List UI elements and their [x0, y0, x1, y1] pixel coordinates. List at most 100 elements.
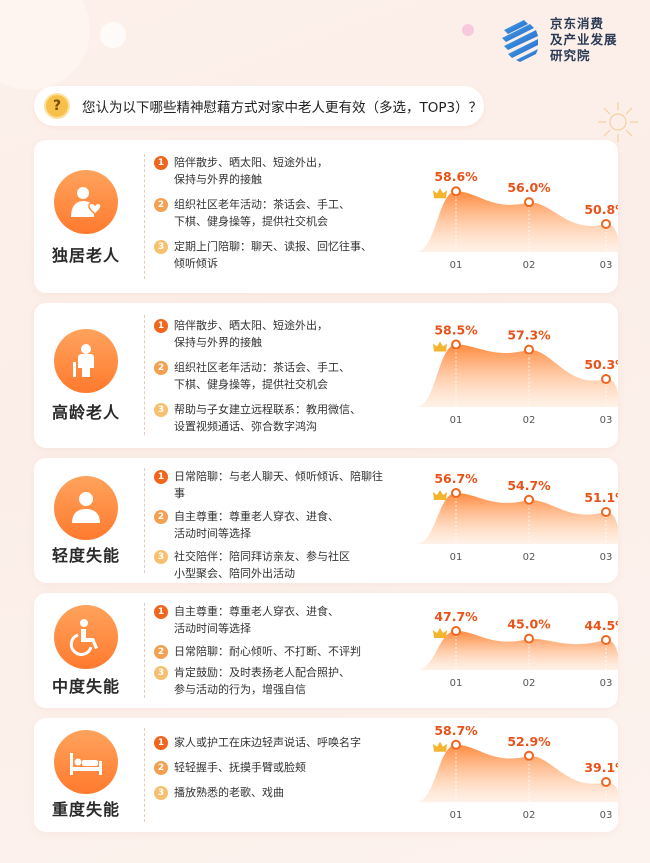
- item-text: 社交陪伴：陪同拜访亲友、参与社区 小型聚会、陪同外出活动: [174, 550, 350, 580]
- data-point: [601, 507, 611, 517]
- crown-icon: [433, 741, 447, 752]
- avatar: [54, 329, 118, 393]
- item-text: 组织社区老年活动：茶话会、手工、 下棋、健身操等，提供社交机会: [174, 361, 350, 391]
- rank-badge: 2: [154, 198, 168, 212]
- list-item: 2 组织社区老年活动：茶话会、手工、 下棋、健身操等，提供社交机会: [154, 196, 384, 230]
- data-point: [601, 374, 611, 384]
- rank-badge: 3: [154, 240, 168, 254]
- crown-icon: [433, 188, 447, 199]
- list-item: 3 社交陪伴：陪同拜访亲友、参与社区 小型聚会、陪同外出活动: [154, 548, 384, 582]
- list-item: 1 家人或护工在床边轻声说话、呼唤名字: [154, 734, 384, 751]
- rank-badge: 2: [154, 510, 168, 524]
- list-item: 2 轻轻握手、抚摸手臂或脸颊: [154, 759, 384, 776]
- logo-line: 及产业发展: [550, 32, 618, 47]
- area-chart: 47.7% 01 45.0% 02 44.5% 03: [416, 609, 618, 689]
- list-item: 1 日常陪聊：与老人聊天、倾听倾诉、陪聊往事: [154, 468, 384, 502]
- item-list: 1 自主尊重：尊重老人穿衣、进食、 活动时间等选择 2 日常陪聊：耐心倾听、不打断…: [154, 603, 384, 698]
- group-card: 中度失能 1 自主尊重：尊重老人穿衣、进食、 活动时间等选择 2 日常陪聊：耐心倾…: [34, 593, 618, 708]
- avatar: [54, 605, 118, 669]
- data-label: 44.5%: [584, 618, 618, 633]
- rank-badge: 3: [154, 403, 168, 417]
- data-label: 54.7%: [507, 478, 551, 493]
- group-card: 独居老人 1 陪伴散步、晒太阳、短途外出， 保持与外界的接触 2 组织社区老年活动…: [34, 140, 618, 293]
- item-text: 日常陪聊：与老人聊天、倾听倾诉、陪聊往事: [174, 470, 383, 500]
- rank-badge: 3: [154, 666, 168, 680]
- avatar: [54, 476, 118, 540]
- data-point: [451, 626, 461, 637]
- decor-circle: [0, 0, 90, 90]
- group-label: 独居老人: [51, 246, 120, 265]
- rank-badge: 2: [154, 645, 168, 659]
- data-point: [524, 344, 534, 355]
- rank-badge: 2: [154, 361, 168, 375]
- crown-icon: [433, 489, 447, 500]
- rank-badge: 1: [154, 736, 168, 750]
- item-text: 日常陪聊：耐心倾听、不打断、不评判: [174, 645, 361, 658]
- x-tick-label: 03: [600, 415, 613, 426]
- rank-badge: 1: [154, 319, 168, 333]
- item-text: 自主尊重：尊重老人穿衣、进食、 活动时间等选择: [174, 510, 339, 540]
- area-series: [416, 744, 618, 802]
- avatar: [54, 170, 118, 234]
- wheelchair-icon: [69, 619, 98, 656]
- logo-line: 京东消费: [550, 16, 605, 31]
- question-bar: ? 您认为以下哪些精神慰藉方式对家中老人更有效（多选，TOP3）？: [34, 86, 484, 126]
- data-point: [524, 197, 534, 208]
- rank-badge: 3: [154, 550, 168, 564]
- x-tick-label: 02: [523, 810, 536, 821]
- logo-mark-icon: [502, 20, 538, 62]
- group-label: 高龄老人: [51, 403, 120, 422]
- list-item: 1 陪伴散步、晒太阳、短途外出， 保持与外界的接触: [154, 154, 384, 188]
- area-series: [416, 631, 618, 670]
- list-item: 3 定期上门陪聊：聊天、读报、回忆往事、 倾听倾诉: [154, 238, 384, 272]
- divider: [144, 603, 145, 698]
- x-tick-label: 02: [523, 415, 536, 426]
- seated-elder-icon: [73, 344, 94, 377]
- item-text: 定期上门陪聊：聊天、读报、回忆往事、 倾听倾诉: [174, 240, 372, 270]
- crown-icon: [433, 341, 447, 352]
- data-point: [524, 750, 534, 761]
- logo: 京东消费 及产业发展 研究院: [500, 16, 618, 64]
- data-label: 52.9%: [507, 734, 551, 749]
- decor-circle: [100, 22, 126, 48]
- data-point: [451, 339, 461, 350]
- rank-badge: 1: [154, 470, 168, 484]
- data-label: 47.7%: [434, 609, 478, 624]
- item-text: 陪伴散步、晒太阳、短途外出， 保持与外界的接触: [174, 319, 328, 349]
- area-series: [416, 492, 618, 544]
- item-text: 帮助与子女建立远程联系：教用微信、 设置视频通话、弥合数字鸿沟: [174, 403, 361, 433]
- item-list: 1 日常陪聊：与老人聊天、倾听倾诉、陪聊往事 2 自主尊重：尊重老人穿衣、进食、…: [154, 468, 384, 582]
- area-chart: 58.6% 01 56.0% 02 50.8% 03: [416, 169, 618, 271]
- list-item: 2 组织社区老年活动：茶话会、手工、 下棋、健身操等，提供社交机会: [154, 359, 384, 393]
- question-icon: ?: [44, 93, 70, 119]
- data-point: [451, 186, 461, 197]
- rank-badge: 3: [154, 786, 168, 800]
- list-item: 2 日常陪聊：耐心倾听、不打断、不评判: [154, 643, 384, 660]
- x-tick-label: 03: [600, 552, 613, 563]
- x-tick-label: 03: [600, 260, 613, 271]
- x-tick-label: 02: [523, 260, 536, 271]
- x-tick-label: 01: [450, 678, 463, 689]
- x-tick-label: 01: [450, 552, 463, 563]
- area-chart: 56.7% 01 54.7% 02 51.1% 03: [416, 471, 618, 563]
- data-label: 56.0%: [507, 180, 551, 195]
- area-chart: 58.7% 01 52.9% 02 39.1% 03: [416, 723, 618, 821]
- data-label: 51.1%: [584, 490, 618, 505]
- item-list: 1 陪伴散步、晒太阳、短途外出， 保持与外界的接触 2 组织社区老年活动：茶话会、…: [154, 317, 384, 435]
- data-label: 57.3%: [507, 328, 551, 343]
- list-item: 2 自主尊重：尊重老人穿衣、进食、 活动时间等选择: [154, 508, 384, 542]
- divider: [144, 154, 145, 279]
- data-point: [451, 739, 461, 750]
- group-label: 中度失能: [51, 677, 120, 696]
- data-label: 45.0%: [507, 617, 551, 632]
- decor-circle: [462, 24, 474, 36]
- x-tick-label: 01: [450, 260, 463, 271]
- data-point: [601, 635, 611, 645]
- group-label: 轻度失能: [51, 546, 120, 565]
- item-text: 播放熟悉的老歌、戏曲: [174, 786, 284, 799]
- x-tick-label: 01: [450, 415, 463, 426]
- avatar: [54, 730, 118, 794]
- data-point: [524, 633, 534, 644]
- item-list: 1 家人或护工在床边轻声说话、呼唤名字 2 轻轻握手、抚摸手臂或脸颊 3 播放熟…: [154, 734, 384, 801]
- item-text: 组织社区老年活动：茶话会、手工、 下棋、健身操等，提供社交机会: [174, 198, 350, 228]
